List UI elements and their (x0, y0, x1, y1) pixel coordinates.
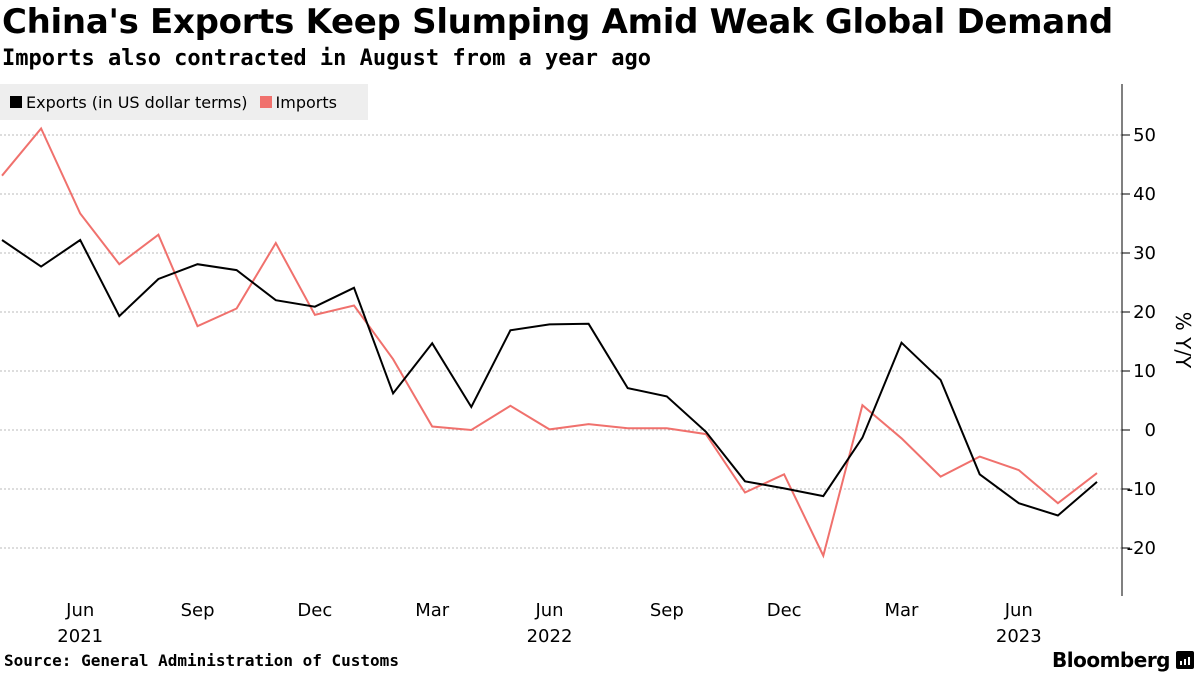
y-tick-label: -20 (1127, 538, 1156, 559)
x-tick-label: Mar (415, 600, 450, 621)
y-tick-label: 50 (1133, 125, 1156, 146)
legend-label-exports: Exports (in US dollar terms) (26, 92, 248, 112)
x-tick-label: Mar (884, 600, 919, 621)
chart-subtitle: Imports also contracted in August from a… (2, 46, 652, 71)
exports-line (1, 238, 1098, 517)
y-tick-label: -10 (1127, 479, 1156, 500)
x-tick-label: Sep (650, 600, 684, 621)
y-tick-label: 0 (1145, 420, 1156, 441)
legend-item-imports: Imports (259, 92, 337, 112)
x-year-label: 2021 (57, 626, 103, 647)
x-tick-label: Dec (767, 600, 802, 621)
legend-item-exports: Exports (in US dollar terms) (10, 93, 248, 112)
legend-label-imports: Imports (275, 92, 337, 112)
x-tick-label: Dec (297, 600, 332, 621)
x-tick-label: Jun (534, 600, 563, 621)
x-axis-ticks: Jun 2021 Sep Dec Mar Jun 2022 Sep Dec Mar Jun 2023 (57, 600, 1041, 647)
x-tick-label: Jun (65, 600, 94, 621)
series-lines (1, 126, 1098, 559)
source-note: Source: General Administration of Custom… (4, 651, 399, 670)
y-axis-title: % Y/Y (1171, 312, 1195, 369)
x-year-label: 2023 (996, 626, 1042, 647)
imports-line (1, 126, 1098, 559)
chart-legend: Exports (in US dollar terms) Imports (0, 84, 368, 120)
bloomberg-terminal-icon (1176, 651, 1194, 669)
y-tick-label: 40 (1133, 184, 1156, 205)
y-axis-ticks: 50 40 30 20 10 0 -10 -20 (1122, 125, 1156, 559)
y-tick-label: 30 (1133, 243, 1156, 264)
x-tick-label: Jun (1004, 600, 1033, 621)
legend-swatch-exports (10, 96, 22, 108)
y-tick-label: 20 (1133, 302, 1156, 323)
chart-title: China's Exports Keep Slumping Amid Weak … (2, 2, 1113, 42)
legend-swatch-imports (259, 96, 272, 108)
x-tick-label: Sep (181, 600, 215, 621)
x-year-label: 2022 (527, 626, 573, 647)
gridlines (0, 134, 1122, 549)
brand-logo-text: Bloomberg (1052, 648, 1170, 672)
y-tick-label: 10 (1133, 361, 1156, 382)
